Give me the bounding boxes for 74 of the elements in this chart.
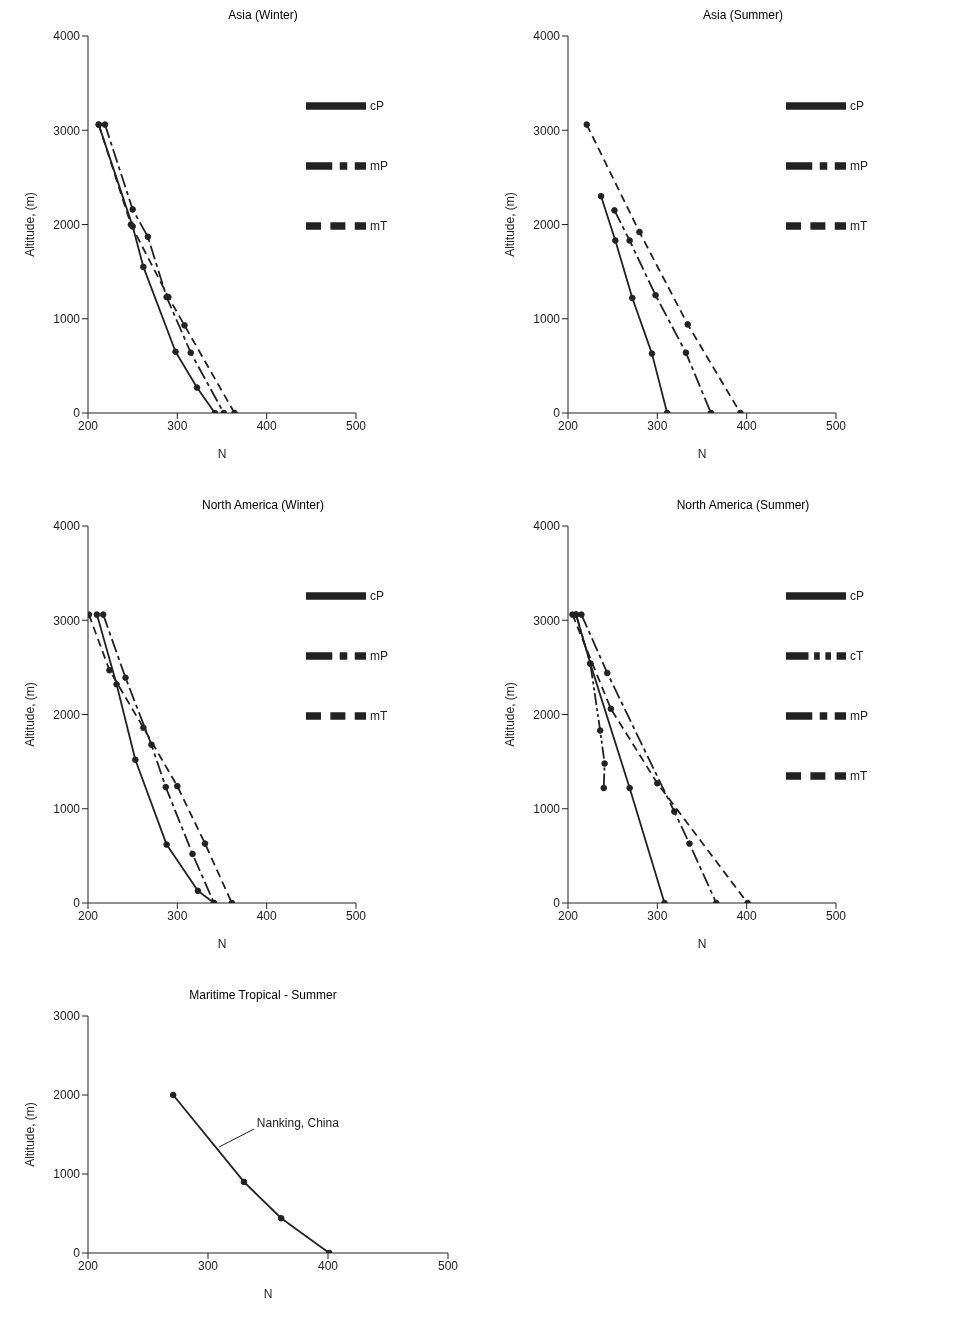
chart-title: North America (Summer) (675, 498, 811, 514)
x-tick-label: 400 (256, 418, 277, 433)
y-tick-label: 1000 (533, 312, 561, 327)
y-tick-label: 1000 (533, 802, 561, 817)
y-tick-label: 1000 (53, 312, 81, 327)
y-tick-label: 0 (553, 896, 561, 911)
legend-label: cP (850, 98, 865, 113)
legend-label: cP (850, 588, 865, 603)
chart-title: Asia (Winter) (227, 8, 299, 24)
y-tick-label: 0 (553, 406, 561, 421)
legend-label: mT (850, 218, 868, 233)
legend-label: mT (370, 708, 388, 723)
x-axis-title: N (217, 937, 227, 951)
y-axis-title: Altitude, (m) (23, 682, 38, 747)
legend-label: mT (850, 768, 868, 783)
chart-title: Maritime Tropical - Summer (188, 988, 338, 1004)
y-tick-label: 2000 (533, 707, 561, 722)
y-tick-label: 4000 (533, 519, 561, 534)
y-tick-label: 4000 (53, 29, 81, 44)
legend-label: mP (370, 158, 388, 173)
callout: Nanking, China (218, 1116, 339, 1148)
x-tick-label: 200 (77, 1258, 99, 1273)
legend-label: cT (850, 648, 864, 663)
y-tick-label: 2000 (53, 707, 81, 722)
x-tick-label: 400 (317, 1258, 339, 1273)
x-tick-label: 200 (77, 908, 99, 923)
x-tick-label: 300 (647, 418, 668, 433)
chart-title: North America (Winter) (201, 498, 325, 514)
legend-label: cP (370, 588, 385, 603)
legend-label: mP (850, 708, 868, 723)
y-tick-label: 0 (73, 406, 81, 421)
x-axis-title: N (263, 1287, 273, 1301)
y-axis-title: Altitude, (m) (23, 192, 38, 257)
x-tick-label: 500 (825, 418, 847, 433)
y-tick-label: 2000 (53, 1088, 81, 1103)
x-tick-label: 500 (437, 1258, 459, 1273)
x-tick-label: 500 (345, 908, 367, 923)
y-tick-label: 1000 (53, 802, 81, 817)
y-tick-label: 4000 (53, 519, 81, 534)
x-tick-label: 300 (167, 908, 188, 923)
chart-title: Asia (Summer) (702, 8, 784, 24)
y-tick-label: 3000 (53, 613, 81, 628)
legend-label: mP (850, 158, 868, 173)
x-tick-label: 200 (77, 418, 99, 433)
y-tick-label: 3000 (533, 123, 561, 138)
y-tick-label: 3000 (533, 613, 561, 628)
y-tick-label: 0 (73, 896, 81, 911)
x-axis-title: N (217, 447, 227, 461)
y-tick-label: 1000 (53, 1167, 81, 1182)
x-tick-label: 200 (557, 908, 579, 923)
y-tick-label: 0 (73, 1246, 81, 1261)
legend-label: cP (370, 98, 385, 113)
y-axis-title: Altitude, (m) (503, 682, 518, 747)
legend-label: mT (370, 218, 388, 233)
y-tick-label: 3000 (53, 123, 81, 138)
y-tick-label: 3000 (53, 1009, 81, 1024)
x-tick-label: 400 (736, 418, 757, 433)
x-axis-title: N (697, 937, 707, 951)
x-tick-label: 200 (557, 418, 579, 433)
y-axis-title: Altitude, (m) (503, 192, 518, 257)
legend-label: mP (370, 648, 388, 663)
x-tick-label: 400 (736, 908, 757, 923)
x-tick-label: 300 (197, 1258, 219, 1273)
x-tick-label: 500 (345, 418, 367, 433)
y-axis-title: Altitude, (m) (23, 1102, 38, 1167)
x-axis-title: N (697, 447, 707, 461)
x-tick-label: 500 (825, 908, 847, 923)
y-tick-label: 2000 (53, 217, 81, 232)
x-tick-label: 400 (256, 908, 277, 923)
x-tick-label: 300 (167, 418, 188, 433)
y-tick-label: 2000 (533, 217, 561, 232)
x-tick-label: 300 (647, 908, 668, 923)
y-tick-label: 4000 (533, 29, 561, 44)
annotation: Nanking, China (256, 1116, 340, 1131)
